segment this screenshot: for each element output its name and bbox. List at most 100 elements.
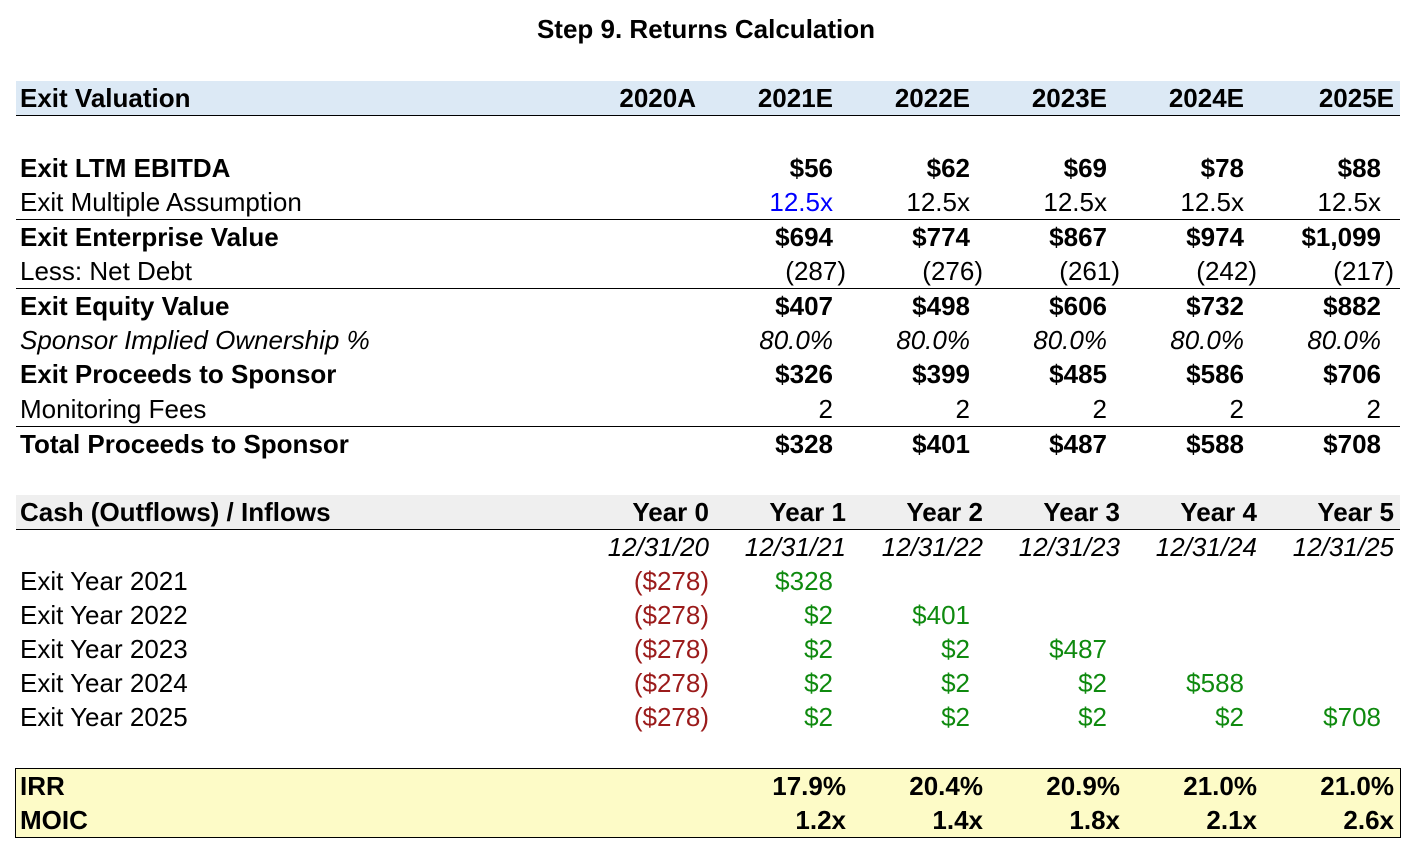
cell-value: $407: [775, 291, 833, 321]
cell-value: $588: [1186, 429, 1244, 459]
outflow-cell: ($278): [633, 600, 709, 630]
row-label: Exit Equity Value: [20, 291, 230, 321]
outflow-cell: ($278): [633, 566, 709, 596]
year-header: Year 4: [1180, 497, 1257, 527]
year-header: Year 5: [1317, 497, 1394, 527]
inflow-cell: $2: [1078, 702, 1107, 732]
moic-value: 1.8x: [1069, 805, 1120, 835]
cell-value: (287): [785, 256, 846, 286]
table-row-exit-year-2024: Exit Year 2024 ($278) $2 $2 $2 $588: [16, 666, 1400, 700]
cell-value: 2: [1366, 394, 1381, 424]
cell-value: $78: [1200, 153, 1244, 183]
cell-value: $485: [1049, 359, 1107, 389]
row-label: Exit Year 2025: [20, 702, 188, 732]
year-header: 2022E: [894, 83, 970, 113]
date-cell: 12/31/23: [1018, 532, 1120, 562]
cell-value: 2: [818, 394, 833, 424]
inflow-cell: $2: [941, 668, 970, 698]
inflow-cell: $2: [941, 634, 970, 664]
row-label: Exit Year 2021: [20, 566, 188, 596]
row-label: Exit Year 2023: [20, 634, 188, 664]
cell-value: $732: [1186, 291, 1244, 321]
irr-value: 20.4%: [909, 771, 983, 801]
cell-value: 80.0%: [896, 325, 970, 355]
cell-value: $56: [789, 153, 833, 183]
returns-summary-box: [15, 768, 1401, 838]
cell-value: $399: [912, 359, 970, 389]
cell-value: 80.0%: [1033, 325, 1107, 355]
input-cell-value: 12.5x: [769, 187, 833, 217]
irr-value: 20.9%: [1046, 771, 1120, 801]
row-label: Exit Multiple Assumption: [20, 187, 302, 217]
dates-row: 12/31/20 12/31/21 12/31/22 12/31/23 12/3…: [16, 530, 1400, 564]
row-label: Sponsor Implied Ownership %: [20, 325, 370, 355]
inflow-cell: $2: [941, 702, 970, 732]
cell-value: 2: [955, 394, 970, 424]
table-row-exit-multiple: Exit Multiple Assumption 12.5x 12.5x 12.…: [16, 185, 1400, 219]
cell-value: $708: [1323, 429, 1381, 459]
cell-value: 80.0%: [1170, 325, 1244, 355]
date-cell: 12/31/22: [881, 532, 983, 562]
cell-value: $326: [775, 359, 833, 389]
year-header: Year 1: [769, 497, 846, 527]
row-label: Exit Proceeds to Sponsor: [20, 359, 337, 389]
outflow-cell: ($278): [633, 702, 709, 732]
cell-value: $586: [1186, 359, 1244, 389]
irr-value: 17.9%: [772, 771, 846, 801]
inflow-cell: $2: [1215, 702, 1244, 732]
inflow-cell: $2: [804, 634, 833, 664]
row-label: Exit Year 2024: [20, 668, 188, 698]
cell-value: $487: [1049, 429, 1107, 459]
inflow-cell: $708: [1323, 702, 1381, 732]
exit-valuation-header-row: Exit Valuation 2020A 2021E 2022E 2023E 2…: [16, 81, 1400, 116]
cell-value: 2: [1229, 394, 1244, 424]
year-header: 2023E: [1031, 83, 1107, 113]
date-cell: 12/31/20: [607, 532, 709, 562]
cell-value: (217): [1333, 256, 1394, 286]
moic-label: MOIC: [20, 805, 88, 835]
exit-valuation-header: Exit Valuation: [20, 83, 191, 113]
table-row-exit-year-2025: Exit Year 2025 ($278) $2 $2 $2 $2 $708: [16, 700, 1400, 734]
cell-value: $774: [912, 222, 970, 252]
page-title: Step 9. Returns Calculation: [536, 14, 876, 44]
outflow-cell: ($278): [633, 668, 709, 698]
inflow-cell: $401: [912, 600, 970, 630]
cell-value: (261): [1059, 256, 1120, 286]
inflow-cell: $2: [804, 702, 833, 732]
year-header: Year 2: [906, 497, 983, 527]
table-row-exit-year-2022: Exit Year 2022 ($278) $2 $401: [16, 598, 1400, 632]
inflow-cell: $487: [1049, 634, 1107, 664]
cell-value: $69: [1063, 153, 1107, 183]
year-header: 2020A: [619, 83, 696, 113]
cell-value: $401: [912, 429, 970, 459]
irr-value: 21.0%: [1320, 771, 1394, 801]
cash-flows-header-row: Cash (Outflows) / Inflows Year 0 Year 1 …: [16, 495, 1400, 530]
cell-value: $88: [1337, 153, 1381, 183]
table-row-monitoring-fees: Monitoring Fees 2 2 2 2 2: [16, 392, 1400, 426]
table-row-exit-equity-value: Exit Equity Value $407 $498 $606 $732 $8…: [16, 288, 1400, 323]
row-label: Monitoring Fees: [20, 394, 207, 424]
cell-value: $606: [1049, 291, 1107, 321]
table-row-exit-ltm-ebitda: Exit LTM EBITDA $56 $62 $69 $78 $88: [16, 151, 1400, 185]
date-cell: 12/31/21: [744, 532, 846, 562]
row-label: Exit Enterprise Value: [20, 222, 279, 252]
moic-value: 1.2x: [795, 805, 846, 835]
table-row-exit-enterprise-value: Exit Enterprise Value $694 $774 $867 $97…: [16, 219, 1400, 254]
inflow-cell: $2: [804, 600, 833, 630]
year-header: 2021E: [757, 83, 833, 113]
table-row-exit-year-2023: Exit Year 2023 ($278) $2 $2 $487: [16, 632, 1400, 666]
inflow-cell: $588: [1186, 668, 1244, 698]
table-row-exit-year-2021: Exit Year 2021 ($278) $328: [16, 564, 1400, 598]
date-cell: 12/31/25: [1292, 532, 1394, 562]
cell-value: $62: [926, 153, 970, 183]
cell-value: 80.0%: [759, 325, 833, 355]
row-label: Exit LTM EBITDA: [20, 153, 231, 183]
table-row-total-proceeds: Total Proceeds to Sponsor $328 $401 $487…: [16, 426, 1400, 461]
year-header: 2024E: [1168, 83, 1244, 113]
cell-value: 12.5x: [1043, 187, 1107, 217]
table-row-exit-proceeds: Exit Proceeds to Sponsor $326 $399 $485 …: [16, 357, 1400, 391]
irr-label: IRR: [20, 771, 65, 801]
date-cell: 12/31/24: [1155, 532, 1257, 562]
cell-value: 12.5x: [1180, 187, 1244, 217]
moic-value: 2.6x: [1343, 805, 1394, 835]
